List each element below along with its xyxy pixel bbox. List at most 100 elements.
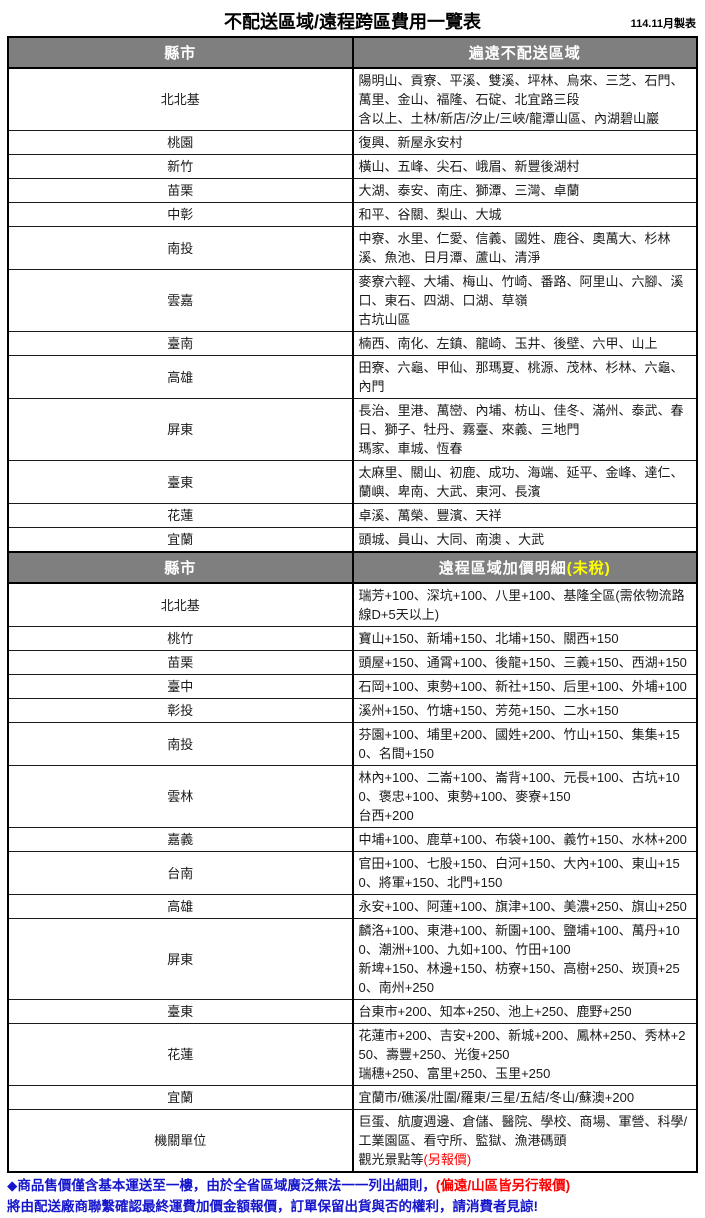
county-cell: 雲嘉 [7,269,354,332]
table-row: 高雄 永安+100、阿蓮+100、旗津+100、美濃+250、旗山+250 [7,894,698,919]
table-row: 南投 芬園+100、埔里+200、國姓+200、竹山+150、集集+150、名間+… [7,722,698,766]
areas-text: 巨蛋、航廈週邊、倉儲、醫院、學校、商場、軍營、科學/工業園區、看守所、監獄、漁港… [358,1114,688,1167]
table-row: 嘉義 中埔+100、鹿草+100、布袋+100、義竹+150、水林+200 [7,827,698,852]
areas-cell: 復興、新屋永安村 [352,130,698,155]
table-row: 屏東 麟洛+100、東港+100、新園+100、鹽埔+100、萬丹+100、潮洲+… [7,918,698,1000]
table-row: 南投 中寮、水里、仁愛、信義、國姓、鹿谷、奧萬大、杉林溪、魚池、日月潭、蘆山、清淨 [7,226,698,270]
county-cell: 苗栗 [7,650,354,675]
footer-line2: 將由配送廠商聯繫確認最終運費加價金額報價，訂單保留出貨與否的權利，請消費者見諒! [7,1198,538,1214]
areas-cell: 宜蘭市/礁溪/壯圍/羅東/三星/五結/冬山/蘇澳+200 [352,1085,698,1110]
section2-header-row: 縣市 遠程區域加價明細(未稅) [7,551,698,584]
areas-cell: 麥寮六輕、大埔、梅山、竹崎、番路、阿里山、六腳、溪口、東石、四湖、口湖、草嶺 古… [352,269,698,332]
section2-header-highlight: (未稅) [566,560,611,577]
table-row: 雲嘉 麥寮六輕、大埔、梅山、竹崎、番路、阿里山、六腳、溪口、東石、四湖、口湖、草嶺… [7,269,698,332]
areas-cell: 田寮、六龜、甲仙、那瑪夏、桃源、茂林、杉林、六龜、內門 [352,355,698,399]
table-row: 臺中 石岡+100、東勢+100、新社+150、后里+100、外埔+100 [7,674,698,699]
county-cell: 雲林 [7,765,354,828]
county-cell: 高雄 [7,355,354,399]
table-row: 花蓮 卓溪、萬榮、豐濱、天祥 [7,503,698,528]
areas-red-note: (另報價) [423,1152,472,1167]
areas-cell: 花蓮市+200、吉安+200、新城+200、鳳林+250、秀林+250、壽豐+2… [352,1023,698,1086]
county-cell: 高雄 [7,894,354,919]
county-cell: 花蓮 [7,503,354,528]
county-cell: 宜蘭 [7,1085,354,1110]
areas-cell: 頭屋+150、通霄+100、後龍+150、三義+150、西湖+150 [352,650,698,675]
county-cell: 台南 [7,851,354,895]
areas-cell: 陽明山、貢寮、平溪、雙溪、坪林、烏來、三芝、石門、萬里、金山、福隆、石碇、北宜路… [352,67,698,131]
county-cell: 臺東 [7,460,354,504]
areas-cell: 橫山、五峰、尖石、峨眉、新豐後湖村 [352,154,698,179]
areas-cell: 長治、里港、萬巒、內埔、枋山、佳冬、滿州、泰武、春日、獅子、牡丹、霧臺、來義、三… [352,398,698,461]
areas-cell: 石岡+100、東勢+100、新社+150、后里+100、外埔+100 [352,674,698,699]
footer-line1-red: (偏遠/山區皆另行報價) [435,1178,571,1193]
areas-cell: 台東市+200、知本+250、池上+250、鹿野+250 [352,999,698,1024]
areas-cell: 中埔+100、鹿草+100、布袋+100、義竹+150、水林+200 [352,827,698,852]
table-row: 台南 官田+100、七股+150、白河+150、大內+100、東山+150、將軍+… [7,851,698,895]
table-row: 花蓮 花蓮市+200、吉安+200、新城+200、鳳林+250、秀林+250、壽豐… [7,1023,698,1086]
section1-header-areas: 遍遠不配送區域 [351,36,698,69]
page-title: 不配送區域/遠程跨區費用一覽表 [224,12,481,32]
table-row: 苗栗 大湖、泰安、南庄、獅潭、三灣、卓蘭 [7,178,698,203]
table-row: 臺東 太麻里、關山、初鹿、成功、海端、延平、金峰、達仁、蘭嶼、卑南、大武、東河、長… [7,460,698,504]
county-cell: 南投 [7,722,354,766]
section1-header-row: 縣市 遍遠不配送區域 [7,36,698,69]
areas-cell: 林內+100、二崙+100、崙背+100、元長+100、古坑+100、褒忠+10… [352,765,698,828]
table-row: 桃園 復興、新屋永安村 [7,130,698,155]
county-cell: 嘉義 [7,827,354,852]
section2-header-county: 縣市 [7,551,354,584]
areas-cell: 官田+100、七股+150、白河+150、大內+100、東山+150、將軍+15… [352,851,698,895]
page: 不配送區域/遠程跨區費用一覽表 114.11月製表 縣市 遍遠不配送區域 北北基… [7,4,698,1214]
county-cell: 桃園 [7,130,354,155]
footer-note: ◆商品售價僅含基本運送至一樓，由於全省區域廣泛無法一一列出細則，(偏遠/山區皆另… [7,1176,698,1218]
table-row: 臺東 台東市+200、知本+250、池上+250、鹿野+250 [7,999,698,1024]
table-row: 宜蘭 頭城、員山、大同、南澳 、大武 [7,527,698,553]
table-row: 苗栗 頭屋+150、通霄+100、後龍+150、三義+150、西湖+150 [7,650,698,675]
areas-cell: 溪州+150、竹塘+150、芳苑+150、二水+150 [352,698,698,723]
titlebar: 不配送區域/遠程跨區費用一覽表 114.11月製表 [7,4,698,36]
county-cell: 臺南 [7,331,354,356]
table-row: 北北基 陽明山、貢寮、平溪、雙溪、坪林、烏來、三芝、石門、萬里、金山、福隆、石碇、… [7,67,698,131]
county-cell: 彰投 [7,698,354,723]
section2-header-areas: 遠程區域加價明細(未稅) [351,551,698,584]
areas-cell: 永安+100、阿蓮+100、旗津+100、美濃+250、旗山+250 [352,894,698,919]
county-cell: 苗栗 [7,178,354,203]
areas-cell: 大湖、泰安、南庄、獅潭、三灣、卓蘭 [352,178,698,203]
county-cell: 屏東 [7,918,354,1000]
section1-header-county: 縣市 [7,36,354,69]
areas-cell: 太麻里、關山、初鹿、成功、海端、延平、金峰、達仁、蘭嶼、卑南、大武、東河、長濱 [352,460,698,504]
table-row: 屏東 長治、里港、萬巒、內埔、枋山、佳冬、滿州、泰武、春日、獅子、牡丹、霧臺、來義… [7,398,698,461]
table-row: 機關單位 巨蛋、航廈週邊、倉儲、醫院、學校、商場、軍營、科學/工業園區、看守所、… [7,1109,698,1173]
county-cell: 北北基 [7,582,354,627]
section2-header-main: 遠程區域加價明細 [438,560,567,577]
county-cell: 新竹 [7,154,354,179]
areas-cell: 和平、谷關、梨山、大城 [352,202,698,227]
areas-cell: 中寮、水里、仁愛、信義、國姓、鹿谷、奧萬大、杉林溪、魚池、日月潭、蘆山、清淨 [352,226,698,270]
county-cell: 北北基 [7,67,354,131]
areas-cell: 卓溪、萬榮、豐濱、天祥 [352,503,698,528]
table-row: 臺南 楠西、南化、左鎮、龍崎、玉井、後壁、六甲、山上 [7,331,698,356]
table-row: 彰投 溪州+150、竹塘+150、芳苑+150、二水+150 [7,698,698,723]
date-note: 114.11月製表 [630,18,696,30]
county-cell: 機關單位 [7,1109,354,1173]
table-row: 桃竹 寶山+150、新埔+150、北埔+150、關西+150 [7,626,698,651]
footer-line1: ◆商品售價僅含基本運送至一樓，由於全省區域廣泛無法一一列出細則， [7,1178,436,1193]
county-cell: 南投 [7,226,354,270]
areas-cell: 麟洛+100、東港+100、新園+100、鹽埔+100、萬丹+100、潮洲+10… [352,918,698,1000]
delivery-fee-table: 縣市 遍遠不配送區域 北北基 陽明山、貢寮、平溪、雙溪、坪林、烏來、三芝、石門、萬… [7,36,698,1173]
areas-cell: 楠西、南化、左鎮、龍崎、玉井、後壁、六甲、山上 [352,331,698,356]
table-row: 宜蘭 宜蘭市/礁溪/壯圍/羅東/三星/五結/冬山/蘇澳+200 [7,1085,698,1110]
county-cell: 屏東 [7,398,354,461]
areas-cell: 芬園+100、埔里+200、國姓+200、竹山+150、集集+150、名間+15… [352,722,698,766]
areas-cell: 巨蛋、航廈週邊、倉儲、醫院、學校、商場、軍營、科學/工業園區、看守所、監獄、漁港… [352,1109,698,1173]
county-cell: 花蓮 [7,1023,354,1086]
table-row: 高雄 田寮、六龜、甲仙、那瑪夏、桃源、茂林、杉林、六龜、內門 [7,355,698,399]
table-row: 雲林 林內+100、二崙+100、崙背+100、元長+100、古坑+100、褒忠+… [7,765,698,828]
county-cell: 桃竹 [7,626,354,651]
areas-cell: 頭城、員山、大同、南澳 、大武 [352,527,698,553]
areas-cell: 寶山+150、新埔+150、北埔+150、關西+150 [352,626,698,651]
areas-cell: 瑞芳+100、深坑+100、八里+100、基隆全區(需依物流路線D+5天以上) [352,582,698,627]
table-row: 北北基 瑞芳+100、深坑+100、八里+100、基隆全區(需依物流路線D+5天以… [7,582,698,627]
county-cell: 臺中 [7,674,354,699]
county-cell: 臺東 [7,999,354,1024]
county-cell: 中彰 [7,202,354,227]
